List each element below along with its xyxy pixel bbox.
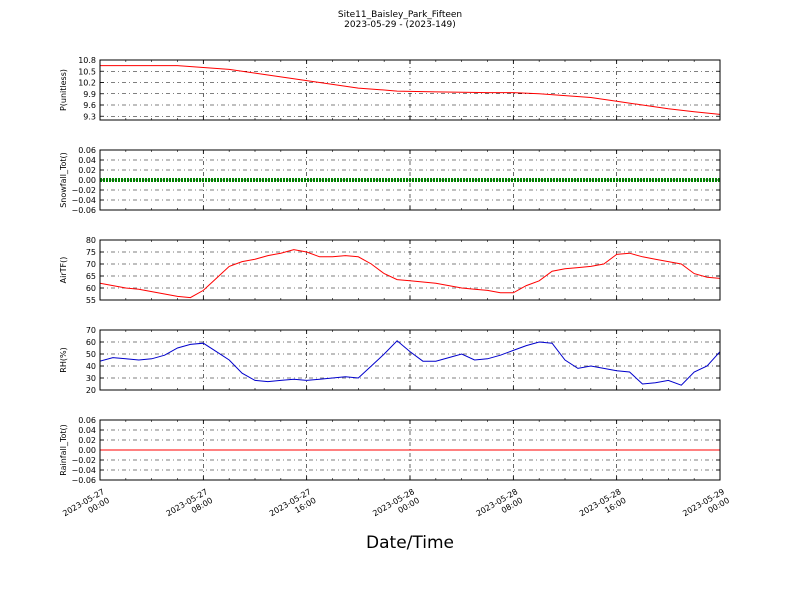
y-tick-label: 0.06 [78,416,96,425]
panel-frame [99,419,721,481]
panel-4: 20 30 40 50 60 70 RH(%) [59,326,721,395]
y-tick-label: 10.2 [78,79,96,88]
panel-frame [99,149,721,211]
panel-1: 9.3 9.6 9.9 10.2 10.5 10.8 P(unitless) [59,56,721,121]
y-tick-label: 75 [86,248,96,257]
y-tick-label: 0.02 [78,166,96,175]
y-tick-label: 9.3 [83,112,96,121]
x-axis-label: Date/Time [366,533,454,553]
y-axis-label: P(unitless) [59,69,68,111]
y-tick-label: −0.06 [71,476,96,485]
y-tick-label: 20 [86,386,96,395]
y-tick-label: −0.02 [71,456,96,465]
y-tick-label: −0.04 [71,196,96,205]
y-tick-label: 10.8 [78,56,96,65]
series-line-1 [100,65,720,115]
y-tick-label: 0.04 [78,156,96,165]
y-tick-label: 65 [86,272,96,281]
y-tick-label: 30 [86,374,96,383]
y-tick-label: 80 [86,236,96,245]
chart-title: Site11_Baisley_Park_Fifteen [337,10,463,20]
y-tick-label: 9.6 [83,101,96,110]
y-tick-label: 70 [86,326,96,335]
chart-title-block: Site11_Baisley_Park_Fifteen 2023-05-29 -… [0,10,800,30]
y-tick-label: 0.02 [78,436,96,445]
y-tick-label: 0.04 [78,426,96,435]
y-tick-label: 50 [86,350,96,359]
y-tick-label: 0.00 [78,446,96,455]
series-line-3 [100,249,720,299]
y-tick-label: 60 [86,338,96,347]
y-axis-label: AirTF() [59,257,68,284]
y-axis-label: Snowfall_Tot() [59,152,68,208]
y-axis-label: Rainfall_Tot() [59,424,68,476]
y-tick-label: 0.06 [78,146,96,155]
y-tick-label: −0.02 [71,186,96,195]
y-tick-label: −0.04 [71,466,96,475]
y-axis-label: RH(%) [59,347,68,372]
series-line-4 [100,340,720,386]
panel-5: −0.06−0.04−0.020.000.020.040.06 Rainfall_… [59,416,721,485]
chart-subtitle: 2023-05-29 - (2023-149) [344,20,456,30]
panel-frame [99,239,721,301]
panel-3: 55 60 65 70 75 80 AirTF() [59,236,721,305]
y-tick-label: 70 [86,260,96,269]
y-tick-label: 0.00 [78,176,96,185]
y-tick-label: 9.9 [83,90,96,99]
y-tick-label: 55 [86,296,96,305]
panel-frame [99,329,721,391]
y-tick-label: 60 [86,284,96,293]
panel-2: −0.06−0.04−0.020.000.020.040.06 Snowfall_… [59,146,721,215]
y-tick-label: −0.06 [71,206,96,215]
y-tick-label: 40 [86,362,96,371]
panel-frame [99,59,721,121]
y-tick-label: 10.5 [78,67,96,76]
